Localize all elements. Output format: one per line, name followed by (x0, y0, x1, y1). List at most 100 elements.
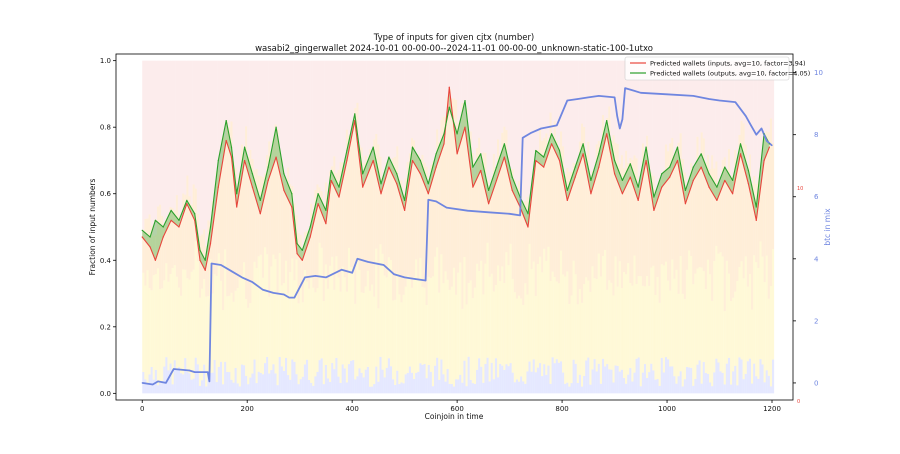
band-slice (482, 152, 485, 295)
band-slice (480, 60, 483, 163)
band-slice (608, 106, 611, 281)
band-slice (270, 60, 273, 153)
band-slice (276, 129, 279, 295)
band-slice (772, 60, 775, 144)
band-slice (400, 180, 403, 303)
band-slice (352, 270, 355, 361)
band-slice (219, 280, 223, 362)
band-slice (207, 60, 210, 221)
band-slice (259, 372, 262, 394)
band-slice (660, 60, 663, 178)
band-slice (455, 379, 458, 394)
band-slice (545, 60, 548, 134)
point-btc (157, 380, 159, 382)
point-btc (666, 93, 668, 95)
band-slice (633, 372, 636, 394)
band-slice (702, 271, 705, 363)
band-slice (209, 373, 212, 394)
band-slice (711, 386, 714, 394)
band-slice (520, 60, 523, 180)
point-outputs (283, 173, 285, 175)
band-slice (205, 386, 208, 394)
band-slice (633, 155, 636, 256)
band-slice (675, 269, 678, 384)
band-slice (601, 114, 605, 256)
band-slice (599, 276, 602, 384)
band-slice (509, 243, 512, 364)
band-slice (161, 288, 164, 382)
band-slice (576, 382, 579, 394)
band-slice (224, 60, 227, 138)
band-slice (557, 60, 560, 149)
band-slice (616, 60, 619, 144)
band-slice (576, 161, 579, 305)
point-btc (556, 124, 558, 126)
band-slice (484, 152, 487, 264)
band-slice (142, 60, 145, 230)
diff-fill (535, 150, 544, 168)
band-slice (188, 279, 191, 374)
band-slice (499, 154, 502, 282)
band-slice (282, 60, 285, 177)
band-slice (156, 60, 160, 207)
band-slice (505, 364, 508, 394)
band-slice (194, 241, 197, 358)
band-slice (486, 357, 489, 394)
band-slice (276, 385, 279, 394)
diff-fill (677, 147, 686, 204)
band-slice (150, 225, 153, 291)
band-slice (732, 371, 735, 394)
point-inputs (141, 236, 143, 238)
point-btc (425, 279, 427, 282)
band-slice (257, 175, 260, 257)
band-slice (440, 120, 443, 255)
band-slice (404, 374, 407, 394)
band-slice (633, 60, 636, 156)
band-slice (667, 60, 670, 152)
band-slice (177, 367, 181, 394)
band-slice (387, 160, 390, 258)
band-slice (482, 382, 485, 394)
band-slice (601, 255, 605, 359)
band-slice (585, 360, 588, 394)
band-slice (429, 164, 432, 278)
band-slice (182, 60, 185, 194)
point-btc (640, 92, 642, 94)
band-slice (547, 246, 550, 366)
band-slice (536, 263, 539, 368)
band-slice (278, 253, 281, 358)
band-slice (431, 161, 435, 277)
band-slice (251, 282, 254, 374)
band-slice (375, 134, 378, 249)
band-slice (677, 376, 680, 394)
band-slice (721, 60, 724, 160)
band-slice (746, 361, 749, 394)
band-slice (442, 116, 445, 284)
band-slice (398, 60, 401, 182)
diff-fill (276, 127, 284, 191)
band-slice (180, 60, 183, 220)
band-slice (484, 263, 487, 364)
band-slice (520, 298, 523, 377)
point-btc (718, 99, 721, 102)
band-slice (618, 60, 621, 164)
band-slice (308, 288, 311, 381)
point-btc (173, 368, 175, 370)
point-inputs (582, 153, 584, 155)
band-slice (222, 384, 225, 394)
band-slice (293, 361, 296, 394)
diff-fill (318, 193, 326, 224)
band-slice (675, 151, 678, 270)
point-btc (613, 96, 616, 99)
band-slice (452, 267, 456, 387)
diff-fill (724, 167, 733, 194)
band-slice (671, 366, 674, 394)
band-slice (753, 175, 756, 256)
band-slice (421, 364, 424, 394)
band-slice (761, 364, 764, 394)
diff-fill (653, 173, 662, 211)
band-slice (169, 60, 172, 208)
point-outputs (768, 143, 770, 145)
band-slice (692, 60, 695, 173)
point-btc (220, 264, 222, 266)
